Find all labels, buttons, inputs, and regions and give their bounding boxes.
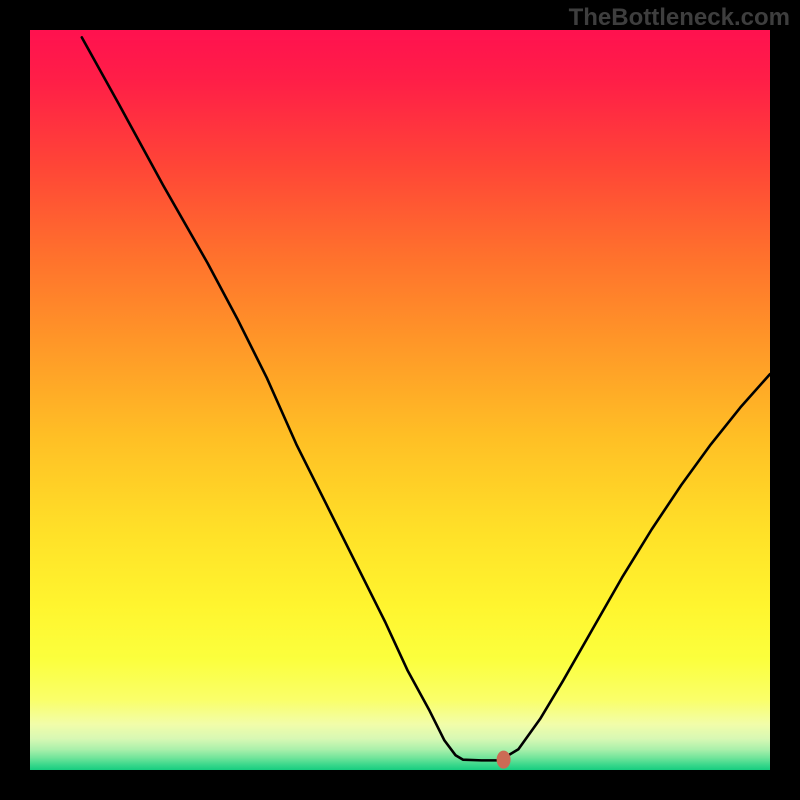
bottleneck-curve xyxy=(82,37,770,760)
chart-frame: TheBottleneck.com xyxy=(0,0,800,800)
plot-area xyxy=(30,30,770,770)
curve-layer xyxy=(30,30,770,770)
min-point-marker xyxy=(497,751,511,769)
watermark-text: TheBottleneck.com xyxy=(569,4,790,32)
